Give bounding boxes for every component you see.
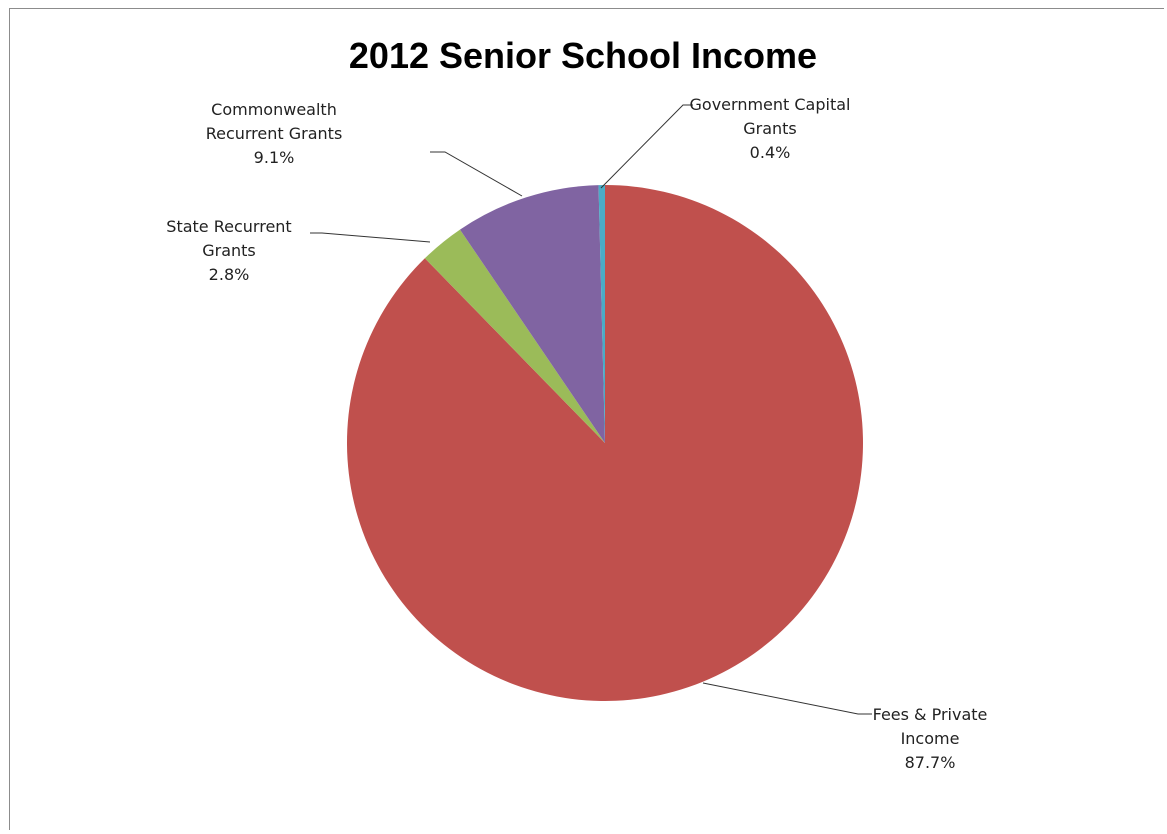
- leader-line: [600, 104, 693, 189]
- slice-name-label: Grants: [743, 119, 797, 138]
- slice-name-label: Commonwealth: [211, 100, 337, 119]
- slice-labels: Fees & Private Income 87.7% State Recurrent…: [166, 95, 987, 772]
- slice-percent-label: 87.7%: [905, 753, 956, 772]
- leader-line: [702, 682, 872, 715]
- slice-name-label: Fees & Private: [873, 705, 988, 724]
- pie-slice-government-capital-grants: [598, 185, 605, 443]
- slice-percent-label: 0.4%: [750, 143, 791, 162]
- slice-name-label: Government Capital: [690, 95, 851, 114]
- pie-slice-fees-private-income: [346, 185, 863, 701]
- chart-title: 2012 Senior School Income: [349, 35, 817, 76]
- leader-line: [310, 232, 431, 243]
- slice-name-label: Grants: [202, 241, 256, 260]
- chart-frame: [9, 8, 1164, 830]
- leader-lines: [310, 104, 872, 715]
- slice-percent-label: 9.1%: [254, 148, 295, 167]
- slice-name-label: Income: [901, 729, 960, 748]
- slice-name-label: State Recurrent: [166, 217, 291, 236]
- pie-slices: [346, 185, 863, 701]
- slice-percent-label: 2.8%: [209, 265, 250, 284]
- leader-line: [430, 151, 523, 197]
- slice-name-label: Recurrent Grants: [206, 124, 343, 143]
- pie-slice-commonwealth-recurrent-grants: [459, 185, 605, 443]
- pie-slice-state-recurrent-grants: [424, 229, 605, 443]
